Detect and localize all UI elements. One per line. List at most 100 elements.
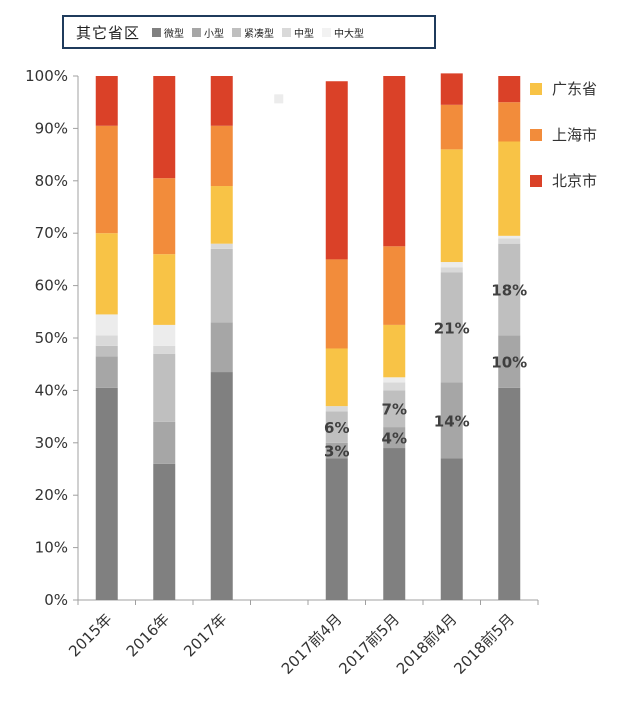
x-tick-label: 2016年 xyxy=(123,610,173,660)
bar-segment xyxy=(153,254,176,325)
bar-segment xyxy=(498,335,521,388)
bar-segment xyxy=(325,458,348,600)
bar-segment xyxy=(498,238,521,244)
bar-segment xyxy=(95,314,118,336)
y-tick-label: 10% xyxy=(35,539,68,557)
y-tick-label: 20% xyxy=(35,486,68,504)
bar-segment xyxy=(440,382,463,459)
bar-segment xyxy=(210,372,233,600)
legend-swatch xyxy=(232,27,242,37)
legend-item-micro: 微型 xyxy=(152,25,184,40)
data-label: 3% xyxy=(324,443,349,461)
bar-segment xyxy=(95,345,118,357)
bar-segment xyxy=(210,248,233,323)
bar-segment xyxy=(498,243,521,336)
empty-category-marker xyxy=(274,94,284,104)
legend-swatch xyxy=(322,27,332,37)
y-tick-label: 100% xyxy=(25,67,68,85)
bar-segment xyxy=(95,387,118,600)
x-tick-label: 2017前4月 xyxy=(278,610,346,678)
data-labels: 6% 3% 7% 4% 21% 14% 18% 10% xyxy=(324,282,527,461)
data-label: 7% xyxy=(382,401,407,419)
legend-label: 微型 xyxy=(164,28,185,40)
bar-segment xyxy=(325,406,348,412)
bar-segment xyxy=(95,356,118,388)
x-tick-label: 2018前5月 xyxy=(450,610,518,678)
legend-item-medium-large: 中大型 xyxy=(322,25,364,40)
bar-segment xyxy=(498,141,521,236)
data-label: 10% xyxy=(491,354,527,372)
bar-segment xyxy=(153,463,176,600)
y-tick-label: 0% xyxy=(44,591,68,609)
legend-label: 紧凑型 xyxy=(244,28,275,40)
y-tick-label: 30% xyxy=(35,434,68,452)
bars xyxy=(95,73,521,600)
bar-segment xyxy=(383,427,406,449)
bar-segment xyxy=(210,243,233,249)
bar-segment xyxy=(325,81,348,260)
bar-segment xyxy=(325,442,348,459)
bar-segment xyxy=(440,458,463,600)
legend-label: 北京市 xyxy=(552,172,598,190)
bar-segment xyxy=(95,335,118,346)
legend-swatch xyxy=(192,27,202,37)
bar-segment xyxy=(383,324,406,378)
y-tick-label: 90% xyxy=(35,119,68,137)
bar-segment xyxy=(210,186,233,244)
data-label: 18% xyxy=(491,282,527,300)
bar-segment xyxy=(153,178,176,255)
bar-segment xyxy=(440,272,463,383)
legend-label: 中大型 xyxy=(334,28,365,40)
legend-swatch xyxy=(530,82,542,95)
x-tick-label: 2017前5月 xyxy=(335,610,403,678)
y-tick-label: 80% xyxy=(35,172,68,190)
bar-segment xyxy=(383,246,406,325)
legend-item-guangdong: 广东省 xyxy=(530,78,597,99)
bar-segment xyxy=(210,125,233,187)
bar-segment xyxy=(383,382,406,391)
bar-segment xyxy=(95,233,118,315)
bar-segment xyxy=(210,322,233,373)
data-label: 21% xyxy=(434,320,470,338)
bar-segment xyxy=(95,76,118,126)
legend-item-small: 小型 xyxy=(192,25,224,40)
legend-swatch xyxy=(530,128,542,141)
bar-segment xyxy=(498,235,521,239)
bar-segment xyxy=(383,377,406,383)
bar-segment xyxy=(325,348,348,407)
bar-segment xyxy=(498,387,521,600)
bar-segment xyxy=(440,149,463,263)
legend-group-title: 其它省区 xyxy=(76,23,141,42)
legend-item-medium: 中型 xyxy=(282,25,314,40)
bar-segment xyxy=(498,102,521,142)
bar-segment xyxy=(440,73,463,105)
x-tick-label: 2017年 xyxy=(180,610,230,660)
bar-segment xyxy=(325,411,348,443)
bar-segment xyxy=(383,448,406,600)
bar-segment xyxy=(153,353,176,422)
legend-label: 上海市 xyxy=(552,126,598,144)
bar-segment xyxy=(440,262,463,268)
data-label: 4% xyxy=(382,430,407,448)
data-label: 6% xyxy=(324,419,349,437)
bar-segment xyxy=(153,421,176,464)
y-tick-label: 70% xyxy=(35,224,68,242)
bar-segment xyxy=(153,76,176,179)
legend-item-shanghai: 上海市 xyxy=(530,124,597,145)
legend-swatch xyxy=(282,27,292,37)
legend-item-beijing: 北京市 xyxy=(530,170,597,191)
bar-segment xyxy=(440,267,463,273)
legend-label: 广东省 xyxy=(552,80,598,98)
legend-swatch xyxy=(530,174,542,187)
legend-label: 中型 xyxy=(294,28,315,40)
legend-other-provinces: 其它省区 微型 小型 紧凑型 中型 中大型 xyxy=(62,15,436,49)
legend-swatch xyxy=(152,27,162,37)
bar-segment xyxy=(383,390,406,428)
x-tick-label: 2018前4月 xyxy=(393,610,461,678)
bar-segment xyxy=(325,259,348,349)
bar-segment xyxy=(210,76,233,126)
legend-label: 小型 xyxy=(204,28,225,40)
bar-segment xyxy=(153,345,176,354)
y-tick-label: 40% xyxy=(35,381,68,399)
